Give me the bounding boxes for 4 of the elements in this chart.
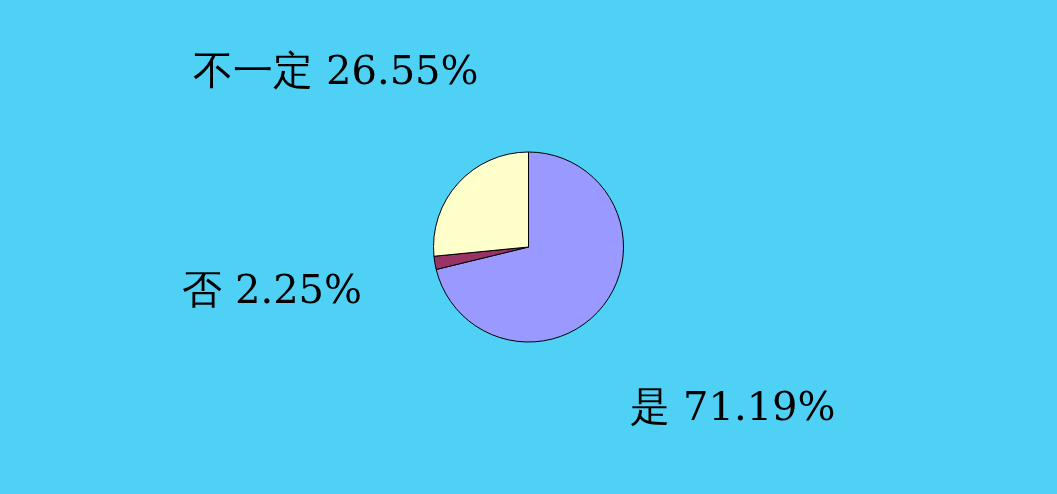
pie-slice [435, 151, 624, 343]
slice-label: 否 2.25% [182, 265, 363, 312]
slice-label: 是 71.19% [630, 382, 836, 429]
slice-label: 不一定 26.55% [193, 47, 479, 94]
